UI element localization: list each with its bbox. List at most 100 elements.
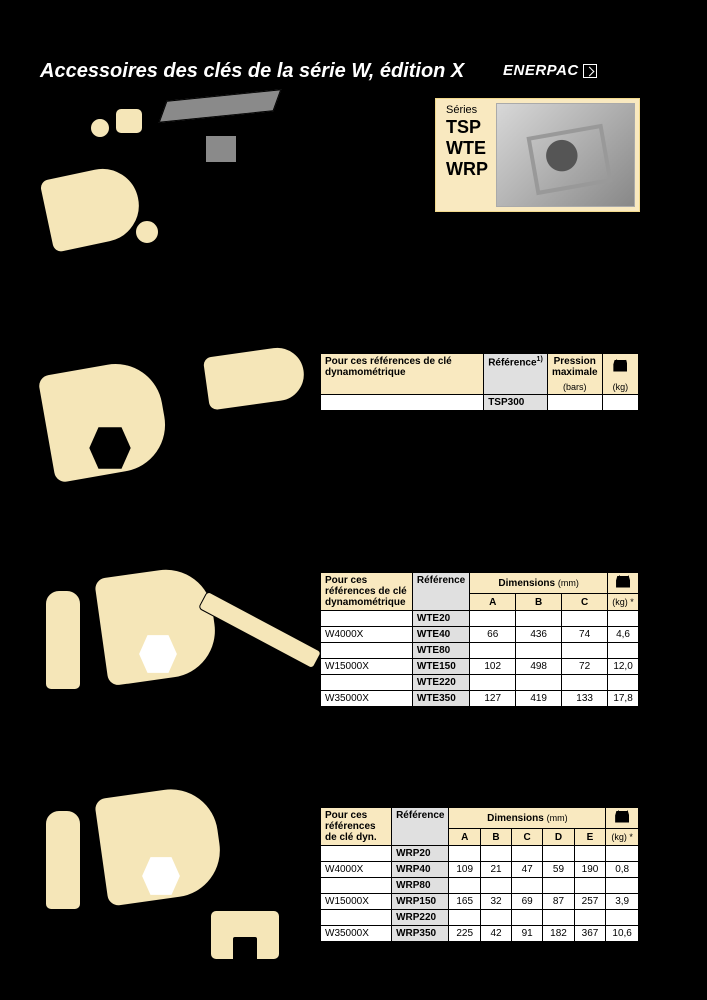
table-row: WTE20 (321, 611, 639, 627)
t3-hdr-C: C (512, 829, 543, 846)
t3-D: 59 (543, 862, 575, 878)
t3-hdr-ref: Référence (396, 810, 444, 821)
t2-model (321, 675, 413, 691)
t2-W (608, 643, 639, 659)
t3-B (480, 878, 511, 894)
series-heading: Séries (446, 105, 488, 116)
t2-A (470, 611, 516, 627)
t3-B: 42 (480, 926, 511, 942)
t2-hdr-ref: Référence (417, 575, 465, 586)
t2-hdr-dims-unit: (mm) (558, 578, 579, 588)
t3-W (606, 846, 639, 862)
t3-C: 69 (512, 894, 543, 910)
t2-W (608, 675, 639, 691)
table-row: WRP20 (321, 846, 639, 862)
t3-ref: WRP20 (392, 846, 449, 862)
t3-B: 21 (480, 862, 511, 878)
t1-cell-pression (547, 395, 602, 411)
t2-model (321, 611, 413, 627)
t2-model: W35000X (321, 691, 413, 707)
series-box: Séries TSP WTE WRP (435, 98, 640, 212)
illustration-wrp (45, 785, 305, 975)
table-row: WTE80 (321, 643, 639, 659)
t3-W: 0,8 (606, 862, 639, 878)
t3-E: 190 (574, 862, 606, 878)
t2-C (562, 611, 608, 627)
t2-B: 498 (516, 659, 562, 675)
t2-ref: WTE350 (412, 691, 469, 707)
t2-C: 133 (562, 691, 608, 707)
table-row: W15000XWTE1501024987212,0 (321, 659, 639, 675)
weight-icon (615, 811, 629, 823)
t3-model: W4000X (321, 862, 392, 878)
t2-A: 66 (470, 627, 516, 643)
t3-ref: WRP80 (392, 878, 449, 894)
table-row: W4000XWRP401092147591900,8 (321, 862, 639, 878)
t2-B (516, 611, 562, 627)
t3-E (574, 878, 606, 894)
t3-A: 165 (449, 894, 481, 910)
t3-hdr-weight-unit: (kg) * (606, 829, 639, 846)
t2-C (562, 643, 608, 659)
t2-B (516, 675, 562, 691)
illustration-wte (45, 555, 305, 725)
t2-hdr-B: B (516, 594, 562, 611)
t3-model (321, 878, 392, 894)
table-row: WRP220 (321, 910, 639, 926)
t1-hdr-ref: Référence (488, 357, 536, 368)
t1-hdr-weight-unit: (kg) (613, 382, 629, 392)
t3-E (574, 846, 606, 862)
t3-hdr-ref-torque: Pour ces références de clé dyn. (325, 810, 377, 843)
t3-W (606, 878, 639, 894)
table-wte: Pour ces références de clé dynamométriqu… (320, 572, 639, 707)
t2-model (321, 643, 413, 659)
t3-ref: WRP150 (392, 894, 449, 910)
t3-model (321, 846, 392, 862)
t2-A (470, 643, 516, 659)
t3-W: 3,9 (606, 894, 639, 910)
t3-hdr-dims: Dimensions (487, 813, 544, 824)
table-row: WTE220 (321, 675, 639, 691)
t3-hdr-E: E (574, 829, 606, 846)
t3-D (543, 878, 575, 894)
t2-A (470, 675, 516, 691)
table-row: W35000XWRP350225429118236710,6 (321, 926, 639, 942)
t3-hdr-D: D (543, 829, 575, 846)
t2-hdr-weight-unit: (kg) * (608, 594, 639, 611)
weight-icon (616, 576, 630, 588)
t3-E (574, 910, 606, 926)
t3-hdr-A: A (449, 829, 481, 846)
t2-ref: WTE40 (412, 627, 469, 643)
t3-A (449, 878, 481, 894)
t1-hdr-ref-sup: 1) (537, 356, 543, 363)
t3-hdr-dims-unit: (mm) (547, 813, 568, 823)
table-row: W15000XWRP1501653269872573,9 (321, 894, 639, 910)
t2-C (562, 675, 608, 691)
t2-B: 436 (516, 627, 562, 643)
t2-B: 419 (516, 691, 562, 707)
t1-hdr-ref-torque: Pour ces références de clé dynamométriqu… (325, 356, 452, 378)
t1-cell-ref: TSP300 (484, 395, 548, 411)
t3-C: 91 (512, 926, 543, 942)
t3-D (543, 846, 575, 862)
t3-hdr-B: B (480, 829, 511, 846)
brand-arrow-icon (583, 64, 597, 78)
t2-W: 12,0 (608, 659, 639, 675)
t3-B (480, 846, 511, 862)
t2-ref: WTE80 (412, 643, 469, 659)
t2-hdr-A: A (470, 594, 516, 611)
t3-model: W35000X (321, 926, 392, 942)
illustration-tsp (45, 335, 295, 495)
t3-model (321, 910, 392, 926)
t2-model: W15000X (321, 659, 413, 675)
t3-A: 225 (449, 926, 481, 942)
t2-ref: WTE150 (412, 659, 469, 675)
t3-D (543, 910, 575, 926)
t3-C: 47 (512, 862, 543, 878)
t3-ref: WRP220 (392, 910, 449, 926)
brand-logo: ENERPAC (503, 62, 597, 79)
series-labels: Séries TSP WTE WRP (436, 99, 496, 211)
t3-model: W15000X (321, 894, 392, 910)
brand-text: ENERPAC (503, 62, 579, 79)
illustration-exploded (35, 90, 285, 260)
